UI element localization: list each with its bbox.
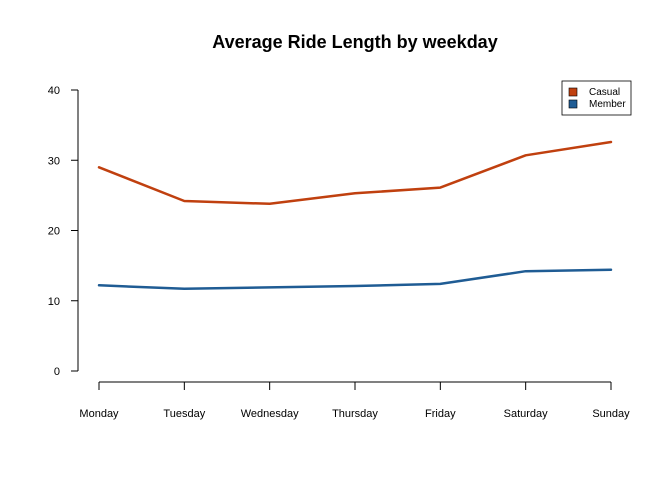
x-tick-label: Monday <box>79 408 119 420</box>
series-line-casual <box>97 140 613 206</box>
series-line-member <box>97 268 613 291</box>
y-tick-label: 10 <box>48 296 60 308</box>
chart-title: Average Ride Length by weekday <box>212 32 497 52</box>
y-axis: 0 10 20 30 40 <box>48 85 79 378</box>
x-tick-label: Friday <box>425 408 456 420</box>
x-tick-label: Wednesday <box>241 408 299 420</box>
legend-swatch-casual <box>568 87 578 97</box>
legend: Casual Member <box>561 80 632 116</box>
x-tick-label: Thursday <box>332 408 378 420</box>
legend-label-casual: Casual <box>589 87 620 98</box>
x-tick-label: Tuesday <box>163 408 205 420</box>
y-tick-label: 30 <box>48 155 60 167</box>
legend-label-member: Member <box>589 99 626 110</box>
y-tick-label: 0 <box>54 366 60 378</box>
x-tick-label: Sunday <box>592 408 630 420</box>
y-tick-label: 40 <box>48 85 60 97</box>
legend-box <box>561 80 632 116</box>
x-tick-label: Saturday <box>504 408 549 420</box>
y-tick-label: 20 <box>48 226 60 238</box>
legend-swatch-member <box>568 99 578 109</box>
x-axis: Monday Tuesday Wednesday Thursday Friday Satu… <box>79 381 630 420</box>
series-lines <box>97 140 613 291</box>
